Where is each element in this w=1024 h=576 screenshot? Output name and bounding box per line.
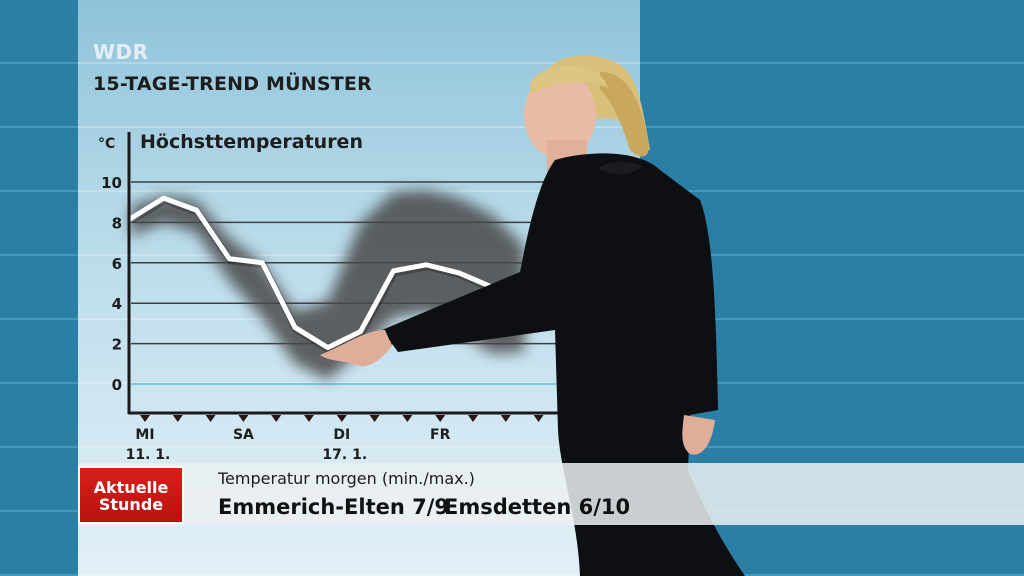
badge-line-1: Aktuelle [93, 478, 169, 497]
y-tick-label: 2 [112, 336, 122, 354]
broadcaster-logo: WDR [93, 40, 149, 64]
x-tick-marker [271, 415, 282, 422]
data-point [325, 345, 330, 350]
data-point [457, 270, 461, 275]
x-tick-marker [336, 415, 347, 422]
uncertainty-band [131, 190, 525, 380]
x-tick-marker [304, 415, 314, 422]
data-point [260, 260, 265, 265]
x-tick-marker [435, 415, 446, 422]
y-tick-label: 10 [101, 174, 122, 192]
page-title: 15-TAGE-TREND MÜNSTER [93, 73, 372, 95]
program-badge: Aktuelle Stunde [78, 466, 184, 524]
x-tick-marker [402, 415, 413, 422]
x-tick-marker [205, 415, 216, 422]
x-tick-marker [500, 415, 511, 422]
y-tick-label: 6 [112, 255, 122, 273]
x-tick-marker [533, 415, 544, 422]
badge-line-2: Stunde [98, 495, 164, 514]
x-tick-marker [468, 415, 478, 422]
x-tick-marker [238, 415, 249, 422]
x-tick-marker [172, 415, 183, 422]
y-tick-label: 0 [112, 376, 122, 394]
data-point [424, 262, 429, 267]
data-point [358, 329, 363, 334]
x-tick-marker [140, 415, 150, 422]
x-tick-date: 17. 1. [322, 447, 367, 463]
chart-title: Höchsttemperaturen [140, 131, 363, 153]
x-tick-label: MI [135, 427, 154, 443]
data-point [227, 256, 232, 261]
y-tick-label: 4 [112, 295, 122, 313]
x-tick-label: FR [430, 427, 451, 443]
ticker-city-1: Emmerich-Elten 7/9 [218, 495, 449, 519]
data-point [194, 208, 199, 213]
x-tick-label: SA [233, 427, 254, 443]
x-tick-label: DI [333, 427, 350, 443]
data-point [391, 268, 396, 273]
data-point [161, 196, 166, 201]
x-tick-date: 11. 1. [126, 447, 171, 463]
ticker-bar [78, 463, 1024, 525]
y-tick-label: 8 [112, 214, 122, 232]
x-tick-marker [369, 415, 380, 422]
data-point [293, 325, 297, 330]
ticker-label: Temperatur morgen (min./max.) [218, 469, 475, 488]
ticker-city-2: Emsdetten 6/10 [444, 495, 631, 519]
y-axis-unit: °C [98, 136, 115, 152]
